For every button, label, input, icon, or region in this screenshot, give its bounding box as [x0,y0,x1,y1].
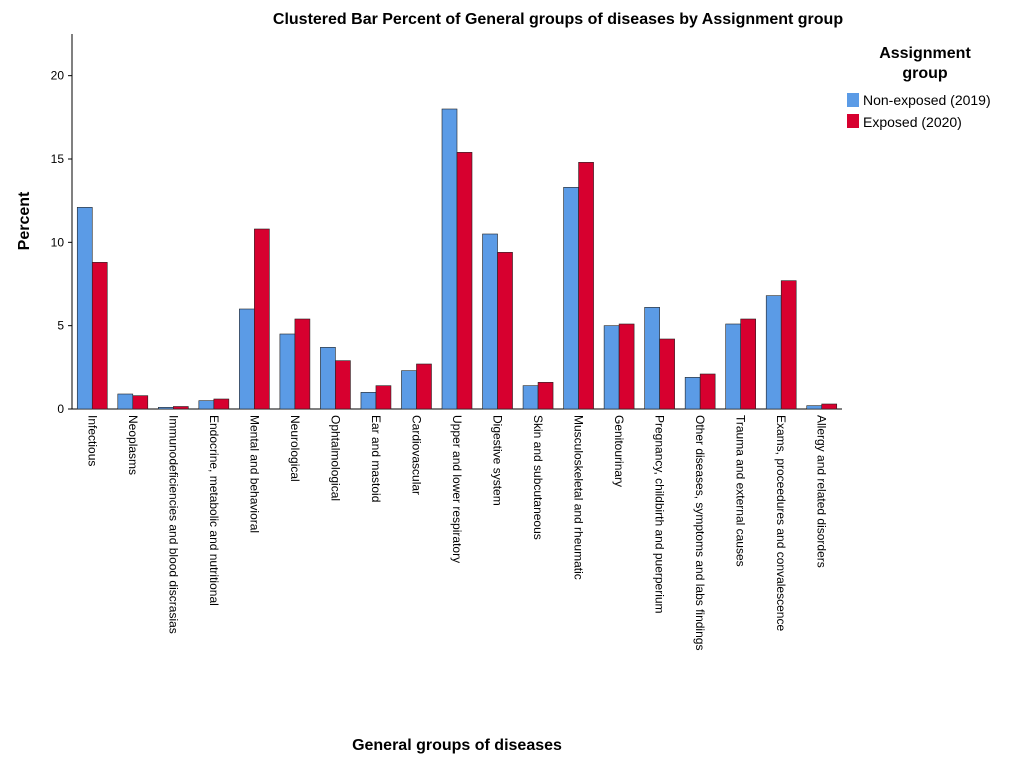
category-label: Endocrine, metabolic and nutritional [207,415,221,606]
bar-exposed-15 [699,373,716,410]
y-tick-label: 20 [51,69,65,83]
legend-title-line1: Assignment [879,45,971,62]
bar-non-exposed-14 [644,307,660,410]
bar-non-exposed-8 [401,370,417,410]
bar-exposed-6 [335,360,351,410]
category-label: Cardiovascular [409,415,423,495]
category-labels: Infectious Neoplasms Immunodeficiencies an… [85,415,828,650]
bar-non-exposed-5 [279,333,296,410]
bar-non-exposed-7 [360,392,377,410]
legend-title-line2: group [902,65,948,82]
category-label: Allergy and related disorders [815,415,829,568]
y-tick-label: 5 [57,319,64,333]
bar-exposed-18 [821,403,838,410]
category-label: Genitourinary [612,415,626,487]
bar-non-exposed-2 [158,407,174,410]
category-label: Immunodeficiencies and blood discrasias [166,415,180,634]
category-label: Upper and lower respiratory [450,415,464,563]
category-label: Other diseases, symptoms and labs findin… [693,415,707,650]
category-label: Pregnancy, childbirth and puerperium [653,415,667,614]
bar-non-exposed-16 [725,323,741,410]
bar-exposed-17 [780,280,797,410]
bar-non-exposed-9 [441,108,458,410]
bar-non-exposed-6 [320,347,336,410]
category-label: Neoplasms [126,415,140,475]
y-tick-label: 0 [57,402,64,416]
y-axis-ticks: 0 5 10 15 20 [51,69,72,416]
category-label: Ear and mastoid [369,415,383,502]
bar-non-exposed-10 [482,233,498,410]
bar-non-exposed-13 [603,325,620,410]
legend-label-non-exposed: Non-exposed (2019) [863,92,991,108]
category-label: Musculoskeletal and rheumatic [572,415,586,580]
bar-exposed-3 [213,398,230,410]
bar-exposed-7 [375,385,392,410]
bar-exposed-9 [456,152,473,410]
bar-exposed-2 [173,406,189,410]
bar-non-exposed-0 [76,207,93,410]
category-label: Neurological [288,415,302,482]
category-label: Trauma and external causes [734,415,748,567]
category-label: Exams, proceedures and convalescence [774,415,788,631]
legend-swatch-non-exposed [847,93,859,107]
bar-non-exposed-15 [684,377,701,410]
category-label: Ophtalmological [328,415,342,501]
bar-non-exposed-1 [117,393,134,410]
bar-exposed-5 [294,318,311,410]
category-label: Mental and behavioral [247,415,261,533]
bar-exposed-1 [132,395,149,410]
legend-label-exposed: Exposed (2020) [863,114,962,130]
bar-exposed-13 [618,323,635,410]
bar-non-exposed-12 [563,187,579,410]
bar-exposed-12 [578,162,594,410]
bar-exposed-16 [740,318,756,410]
category-label: Digestive system [491,415,505,506]
bar-non-exposed-17 [765,295,782,410]
bar-exposed-14 [659,338,675,410]
x-axis-title: General groups of diseases [352,737,562,754]
y-tick-label: 15 [51,152,65,166]
bar-exposed-4 [254,228,270,410]
bar-non-exposed-4 [239,308,255,410]
bar-exposed-0 [91,262,108,410]
legend-swatch-exposed [847,114,859,128]
bars [76,108,838,410]
category-label: Infectious [85,415,99,466]
bar-non-exposed-11 [522,385,539,410]
legend: Assignment group Non-exposed (2019) Expo… [847,45,991,130]
bar-exposed-11 [537,382,554,410]
chart-title: Clustered Bar Percent of General groups … [273,11,843,28]
plot-area: 0 5 10 15 20 Infectious Neoplasms Immunodefici… [51,34,842,650]
bar-non-exposed-18 [806,405,823,410]
bar-exposed-10 [497,252,513,410]
y-tick-label: 10 [51,235,65,249]
bar-exposed-8 [416,363,432,410]
category-label: Skin and subcutaneous [531,415,545,540]
y-axis-title: Percent [16,191,33,250]
bar-non-exposed-3 [198,400,215,410]
